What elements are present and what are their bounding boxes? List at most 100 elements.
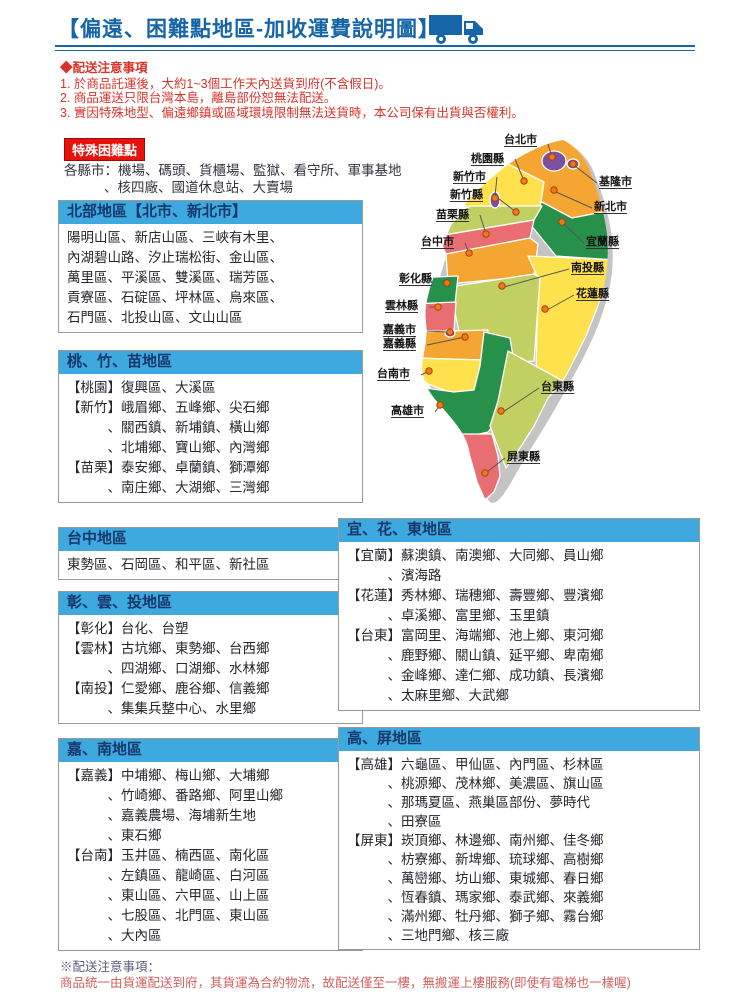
region-line: 、東山區、六甲區、山上區 (67, 888, 270, 903)
region-line: 【台東】富岡里、海端鄉、池上鄉、東河鄉 (347, 628, 604, 643)
map-label-taichung: 台中市 (421, 236, 454, 249)
delivery-note-item: 1. 於商品託運後，大約1~3個工作天內送貨到府(不含假日)。 (60, 76, 391, 91)
region-box-body: 東勢區、石岡區、和平區、新社區 (59, 551, 362, 579)
region-box-title: 高、屏地區 (339, 728, 699, 751)
map-label-yilan: 宜蘭縣 (586, 236, 619, 249)
map-label-tainan: 台南市 (377, 368, 410, 381)
region-box-body: 【嘉義】中埔鄉、梅山鄉、大埔鄉 、竹崎鄉、番路鄉、阿里山鄉 、嘉義農場、海埔新生… (59, 762, 362, 950)
map-label-pingtung: 屏東縣 (507, 451, 540, 464)
region-box-body: 【宜蘭】蘇澳鎮、南澳鄉、大同鄉、員山鄉 、濱海路【花蓮】秀林鄉、瑞穗鄉、壽豐鄉、… (339, 542, 699, 710)
region-line: 【新竹】峨眉鄉、五峰鄉、尖石鄉 (67, 400, 270, 415)
region-box-body: 陽明山區、新店山區、三峽有木里、 內湖碧山路、汐止瑞松街、金山區、 萬里區、平溪區、… (59, 224, 362, 332)
map-label-kaohsiung: 高雄市 (391, 405, 424, 418)
region-line: 、那瑪夏區、燕巢區部份、夢時代 (347, 795, 590, 810)
region-line: 、枋寮鄉、新埤鄉、琉球鄉、高樹鄉 (347, 852, 604, 867)
region-line: 、南庄鄉、大湖鄉、三灣鄉 (67, 480, 270, 495)
special-points-line1: 各縣市：機場、碼頭、貨櫃場、監獄、看守所、軍事基地 (64, 163, 402, 178)
region-line: 、四湖鄉、口湖鄉、水林鄉 (67, 661, 270, 676)
footer-note: 商品統一由貨運配送到府，其貨運為合約物流，故配送僅至一樓，無搬運上樓服務(即使有… (60, 976, 631, 990)
map-label-hualien: 花蓮縣 (576, 288, 609, 301)
map-label-miaoli: 苗栗縣 (436, 209, 469, 222)
region-line: 【宜蘭】蘇澳鎮、南澳鄉、大同鄉、員山鄉 (347, 548, 604, 563)
county-tainan (422, 357, 483, 395)
region-line: 、左鎮區、龍崎區、白河區 (67, 868, 270, 883)
map-label-taoyuan: 桃園縣 (471, 153, 504, 166)
region-box-taichung: 台中地區 東勢區、石岡區、和平區、新社區 (58, 527, 363, 580)
special-points-line2: 、核四廠、國道休息站、大賣場 (104, 180, 293, 195)
region-box-body: 【桃園】復興區、大溪區 【新竹】峨眉鄉、五峰鄉、尖石鄉 、關西鎮、新埔鎮、橫山鄉 … (59, 374, 362, 502)
region-line: 【花蓮】秀林鄉、瑞穗鄉、壽豐鄉、豐濱鄉 (347, 588, 604, 603)
county-taitung (489, 350, 564, 469)
map-label-yunlin: 雲林縣 (385, 300, 418, 313)
delivery-notes: ◆配送注意事項 1. 於商品託運後，大約1~3個工作天內送貨到府(不含假日)。 … (60, 61, 620, 120)
region-box-body: 【高雄】六龜區、甲仙區、內門區、杉林區 、桃源鄉、茂林鄉、美濃區、旗山區 、那瑪… (339, 751, 699, 949)
city-taipei (541, 150, 567, 172)
map-label-hsinchu-city: 新竹市 (453, 171, 486, 184)
map-label-xinbei: 新北市 (594, 201, 627, 214)
region-line: 【桃園】復興區、大溪區 (67, 380, 216, 395)
taiwan-map-svg (420, 140, 613, 503)
region-line: 萬里區、平溪區、雙溪區、瑞芳區、 (67, 270, 283, 285)
region-line: 【嘉義】中埔鄉、梅山鄉、大埔鄉 (67, 768, 270, 783)
region-line: 石門區、北投山區、文山山區 (67, 310, 243, 325)
map-label-chiayi-city: 嘉義市 (383, 324, 416, 337)
footer-heading: ※配送注意事項： (60, 960, 161, 974)
region-line: 內湖碧山路、汐止瑞松街、金山區、 (67, 250, 283, 265)
delivery-note-item: 2. 商品運送只限台灣本島，離島部份恕無法配送。 (60, 91, 337, 105)
region-line: 、桃源鄉、茂林鄉、美濃區、旗山區 (347, 776, 604, 791)
region-line: 貢寮區、石碇區、坪林區、烏來區、 (67, 290, 283, 305)
region-line: 【苗栗】泰安鄉、卓蘭鎮、獅潭鄉 (67, 460, 270, 475)
region-box-yi-hua-tung: 宜、花、東地區 【宜蘭】蘇澳鎮、南澳鄉、大同鄉、員山鄉 、濱海路【花蓮】秀林鄉、… (338, 518, 700, 711)
leader-lines (420, 143, 598, 473)
delivery-note-item: 3. 實因特殊地型、偏遠鄉鎮或區域環境限制無法送貨時，本公司保有出貨與否權利。 (60, 105, 524, 120)
region-line: 、滿州鄉、牡丹鄉、獅子鄉、霧台鄉 (347, 909, 604, 924)
region-box-title: 嘉、南地區 (59, 739, 362, 762)
region-line: 、萬巒鄉、坊山鄉、東城鄉、春日鄉 (347, 871, 604, 886)
map-label-chiayi-county: 嘉義縣 (383, 338, 416, 351)
map-label-nantou: 南投縣 (571, 262, 604, 275)
county-pingtung (461, 433, 501, 499)
region-box-title: 北部地區【北市、新北市】 (59, 201, 362, 224)
region-line: 陽明山區、新店山區、三峽有木里、 (67, 230, 283, 245)
region-line: 、嘉義農場、海埔新生地 (67, 808, 256, 823)
special-points-badge: 特殊困難點 (64, 138, 146, 161)
region-line: 、鹿野鄉、關山鎮、延平鄉、卑南鄉 (347, 648, 604, 663)
region-line: 、關西鎮、新埔鎮、橫山鄉 (67, 420, 270, 435)
region-box-chia-nan: 嘉、南地區 【嘉義】中埔鄉、梅山鄉、大埔鄉 、竹崎鄉、番路鄉、阿里山鄉 、嘉義農… (58, 738, 363, 951)
region-line: 【南投】仁愛鄉、鹿谷鄉、信義鄉 (67, 681, 270, 696)
map-label-taipei: 台北市 (504, 134, 537, 147)
region-line: 、卓溪鄉、富里鄉、玉里鎮 (347, 608, 550, 623)
region-line: 【雲林】古坑鄉、東勢鄉、台西鄉 (67, 641, 270, 656)
region-line: 、東石鄉 (67, 828, 162, 843)
region-line: 、恆春鎮、瑪家鄉、泰武鄉、來義鄉 (347, 890, 604, 905)
region-line: 【台南】玉井區、楠西區、南化區 (67, 848, 270, 863)
region-line: 、北埔鄉、寶山鄉、內灣鄉 (67, 440, 270, 455)
region-line: 【屏東】崁頂鄉、林邊鄉、南州鄉、佳冬鄉 (347, 833, 604, 848)
region-line: 【高雄】六龜區、甲仙區、內門區、杉林區 (347, 757, 604, 772)
header-rule-thin (55, 50, 695, 51)
map-label-hsinchu-county: 新竹縣 (450, 189, 483, 202)
region-line: 、大內區 (67, 928, 162, 943)
region-line: 、集集兵整中心、水里鄉 (67, 701, 256, 716)
region-line: 、三地門鄉、核三廠 (347, 928, 509, 943)
region-line: 【彰化】台化、台塑 (67, 621, 189, 636)
map-label-keelung: 基隆市 (599, 176, 632, 189)
region-box-kao-ping: 高、屏地區 【高雄】六龜區、甲仙區、內門區、杉林區 、桃源鄉、茂林鄉、美濃區、旗… (338, 727, 700, 950)
region-box-north: 北部地區【北市、新北市】 陽明山區、新店山區、三峽有木里、 內湖碧山路、汐止瑞松街… (58, 200, 363, 333)
region-line: 、田寮區 (347, 814, 442, 829)
truck-icon (428, 12, 486, 51)
map-label-changhua: 彰化縣 (399, 273, 432, 286)
delivery-notes-heading: ◆配送注意事項 (60, 61, 148, 75)
region-line: 、七股區、北門區、東山區 (67, 908, 270, 923)
map-label-taitung: 台東縣 (541, 381, 574, 394)
region-line: 、竹崎鄉、番路鄉、阿里山鄉 (67, 788, 283, 803)
region-box-tao-chu-miao: 桃、竹、苗地區 【桃園】復興區、大溪區【新竹】峨眉鄉、五峰鄉、尖石鄉 、關西鎮、… (58, 350, 363, 503)
region-line: 、濱海路 (347, 568, 442, 583)
region-box-title: 宜、花、東地區 (339, 519, 699, 542)
region-box-title: 桃、竹、苗地區 (59, 351, 362, 374)
page-title: 【偏遠、困難點地區-加收運費說明圖】 (58, 18, 440, 41)
header-rule-thick (55, 45, 695, 47)
region-box-body: 【彰化】台化、台塑【雲林】古坑鄉、東勢鄉、台西鄉 、四湖鄉、口湖鄉、水林鄉 【南投… (59, 615, 362, 723)
region-line: 、太麻里鄉、大武鄉 (347, 688, 509, 703)
